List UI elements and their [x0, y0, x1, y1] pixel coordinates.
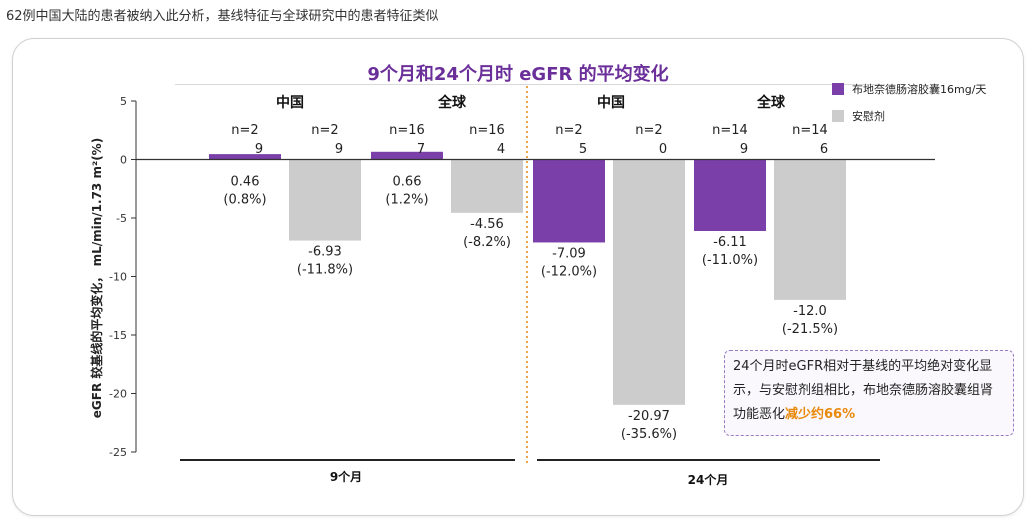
legend-label-drug: 布地奈德肠溶胶囊16mg/天 [852, 83, 987, 96]
bar-placebo [774, 159, 846, 300]
sample-size-label: n=14 [712, 123, 748, 138]
percent-label: (-35.6%) [621, 427, 677, 442]
value-label: -7.09 [552, 246, 586, 261]
bar-placebo [289, 159, 361, 241]
legend-label-placebo: 安慰剂 [852, 110, 885, 123]
sample-size-label-digit: 4 [497, 142, 505, 157]
y-tick-label: -25 [109, 446, 127, 459]
top-caption: 62例中国大陆的患者被纳入此分析，基线特征与全球研究中的患者特征类似 [6, 9, 439, 24]
bar-placebo [451, 159, 523, 213]
sample-size-label: n=16 [389, 123, 425, 138]
bar-drug [694, 159, 766, 231]
sample-size-label: n=16 [469, 123, 505, 138]
bar-placebo [613, 159, 685, 405]
sample-size-label: n=14 [792, 123, 828, 138]
value-label: -4.56 [470, 217, 504, 232]
region-label: 全球 [437, 94, 467, 111]
note-text: 24个月时eGFR相对于基线的平均绝对变化显示，与安慰剂组相比，布地奈德肠溶胶囊… [733, 359, 994, 422]
timepoint-label-24m: 24个月 [688, 472, 729, 487]
sample-size-label-digit: 9 [740, 142, 748, 157]
legend: 布地奈德肠溶胶囊16mg/天 安慰剂 [832, 80, 986, 134]
y-tick-label: -20 [109, 388, 127, 401]
value-label: 0.66 [393, 175, 422, 190]
sample-size-label-digit: 6 [820, 142, 828, 157]
y-tick-label: 5 [120, 95, 127, 108]
value-label: -12.0 [793, 304, 827, 319]
sample-size-label-digit: 9 [335, 142, 343, 157]
sample-size-label-digit: 5 [579, 142, 587, 157]
sample-size-label-digit: 7 [417, 142, 425, 157]
value-label: -6.11 [713, 235, 747, 250]
y-tick-label: -5 [116, 212, 127, 225]
note-box: 24个月时eGFR相对于基线的平均绝对变化显示，与安慰剂组相比，布地奈德肠溶胶囊… [724, 350, 1014, 436]
sample-size-label-digit: 9 [255, 142, 263, 157]
region-label: 中国 [597, 94, 625, 111]
note-highlight: 减少约66% [785, 407, 856, 422]
percent-label: (-21.5%) [782, 322, 838, 337]
legend-item-drug: 布地奈德肠溶胶囊16mg/天 [832, 80, 986, 98]
percent-label: (-11.0%) [702, 253, 758, 268]
y-tick-label: -10 [109, 271, 127, 284]
value-label: -6.93 [308, 245, 342, 260]
percent-label: (1.2%) [385, 193, 428, 208]
region-label: 全球 [756, 94, 786, 111]
sample-size-label-digit: 0 [659, 142, 667, 157]
sample-size-label: n=2 [311, 123, 338, 138]
region-label: 中国 [276, 94, 304, 111]
percent-label: (-8.2%) [463, 235, 511, 250]
percent-label: (0.8%) [223, 193, 266, 208]
y-tick-label: -15 [109, 329, 127, 342]
chart-title: 9个月和24个月时 eGFR 的平均变化 [367, 64, 669, 85]
chart-panel [12, 38, 1024, 516]
sample-size-label: n=2 [635, 123, 662, 138]
y-axis-label: eGFR 较基线的平均变化， mL/min/1.73 m²(%) [89, 138, 104, 418]
value-label: 0.46 [231, 175, 260, 190]
timepoint-label-9m: 9个月 [330, 469, 362, 484]
y-tick-label: 0 [120, 154, 127, 167]
sample-size-label: n=2 [231, 123, 258, 138]
title-divider [175, 84, 885, 85]
sample-size-label: n=2 [555, 123, 582, 138]
percent-label: (-12.0%) [541, 264, 597, 279]
value-label: -20.97 [628, 409, 670, 424]
bar-drug [371, 151, 443, 160]
bar-drug [209, 154, 281, 160]
legend-swatch-placebo [832, 110, 844, 122]
percent-label: (-11.8%) [297, 263, 353, 278]
bar-drug [533, 159, 605, 243]
legend-item-placebo: 安慰剂 [832, 107, 986, 125]
legend-swatch-drug [832, 83, 844, 95]
